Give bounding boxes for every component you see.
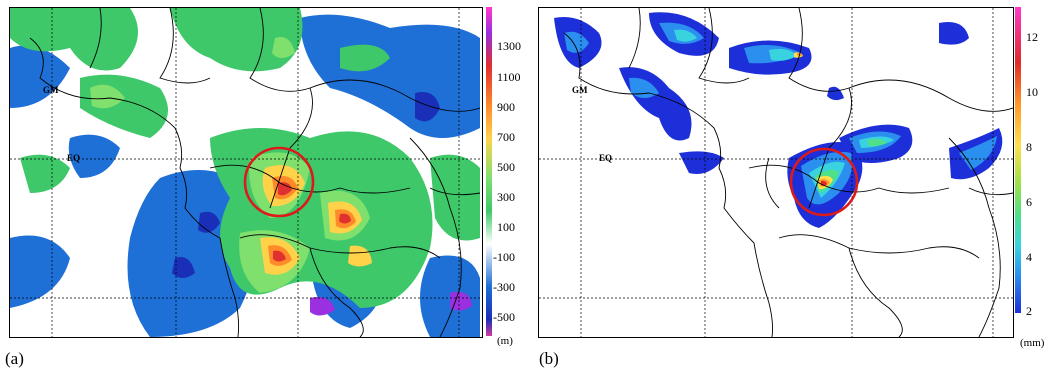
map-a-field xyxy=(10,8,482,337)
colorbar-b-tick: 4 xyxy=(1026,250,1032,264)
colorbar-a-tick: 100 xyxy=(497,220,515,234)
highlight-circle-b xyxy=(789,147,859,217)
colorbar-b-tick: 2 xyxy=(1026,304,1032,318)
highlight-circle-a xyxy=(243,146,315,218)
colorbar-b-tick: 6 xyxy=(1026,195,1032,209)
place-label-eq: EQ xyxy=(599,153,613,163)
colorbar-a-tick: 1300 xyxy=(497,39,521,53)
map-a: GM EQ xyxy=(9,7,483,338)
colorbar-a-tick: -300 xyxy=(493,280,515,294)
colorbar-b-tick: 10 xyxy=(1026,85,1038,99)
colorbar-a-tick: 1100 xyxy=(497,70,521,84)
map-b-field xyxy=(539,8,1013,337)
colorbar-a-tick: 300 xyxy=(497,190,515,204)
panel-label-a: (a) xyxy=(5,349,24,368)
colorbar-a xyxy=(486,7,492,336)
place-label-eq: EQ xyxy=(67,153,81,163)
map-b: GM EQ xyxy=(538,7,1014,338)
place-label-gm: GM xyxy=(43,85,59,95)
colorbar-a-tick: -100 xyxy=(493,250,515,264)
colorbar-a-tick: 900 xyxy=(497,100,515,114)
colorbar-a-tick: -500 xyxy=(493,310,515,324)
colorbar-a-tick: 500 xyxy=(497,160,515,174)
panel-label-b: (b) xyxy=(539,349,559,368)
colorbar-b-unit: (mm) xyxy=(1020,337,1045,349)
colorbar-a-unit: (m) xyxy=(497,335,513,347)
colorbar-b-tick: 12 xyxy=(1026,30,1038,44)
place-label-gm: GM xyxy=(572,85,588,95)
colorbar-a-tick: 700 xyxy=(497,130,515,144)
panel-b: GM EQ 12 10 8 6 4 2 (mm) (b) xyxy=(520,0,1051,372)
colorbar-b-tick: 8 xyxy=(1026,140,1032,154)
panel-a: GM EQ 1300 1100 900 700 500 300 100 -100… xyxy=(0,0,521,372)
colorbar-b xyxy=(1015,7,1021,313)
